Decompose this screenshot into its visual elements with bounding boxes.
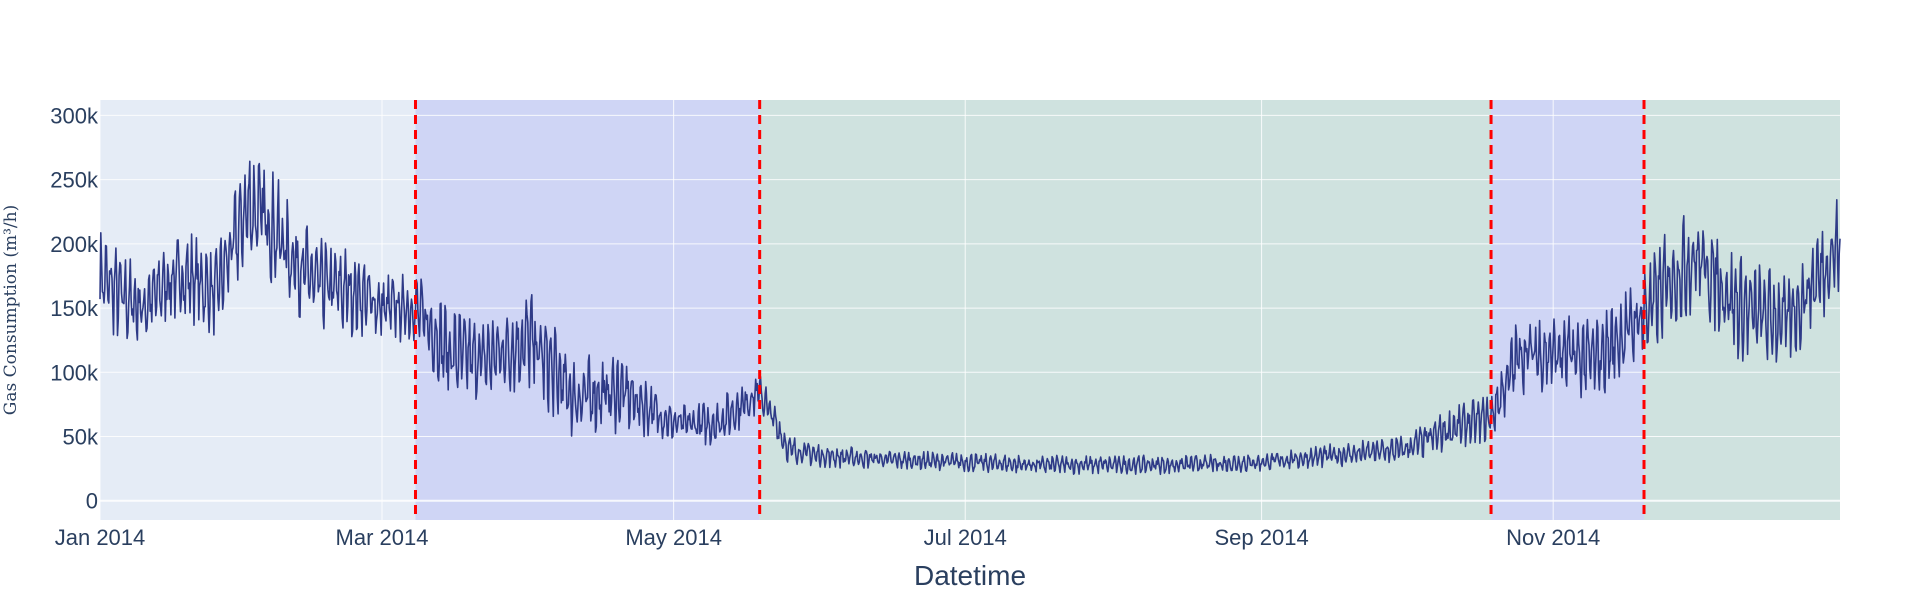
x-tick-label: Jul 2014 [924, 525, 1007, 550]
y-tick-label: 250k [50, 168, 99, 193]
regime-region [415, 100, 760, 520]
x-axis-title: Datetime [914, 560, 1026, 591]
x-tick-label: Mar 2014 [336, 525, 429, 550]
y-tick-label: 0 [86, 489, 98, 514]
x-tick-label: May 2014 [625, 525, 722, 550]
y-tick-label: 50k [63, 425, 99, 450]
y-tick-label: 300k [50, 103, 99, 128]
y-tick-label: 100k [50, 360, 99, 385]
y-tick-label: 200k [50, 232, 99, 257]
regime-region [1491, 100, 1645, 520]
y-axis-title: Gas Consumption (m³/h) [1, 205, 21, 415]
x-tick-labels: Jan 2014 Mar 2014 May 2014 Jul 2014 Sep 2014… [55, 525, 1601, 550]
change-point-lines [413, 100, 1646, 520]
series-line-gas-consumption [99, 160, 1841, 476]
x-tick-label: Nov 2014 [1506, 525, 1600, 550]
series-layer [99, 160, 1841, 476]
y-tick-label: 150k [50, 296, 99, 321]
x-tick-label: Sep 2014 [1214, 525, 1308, 550]
y-tick-labels: 0 50k 100k 150k 200k 250k 300k [50, 103, 99, 513]
x-tick-label: Jan 2014 [55, 525, 146, 550]
